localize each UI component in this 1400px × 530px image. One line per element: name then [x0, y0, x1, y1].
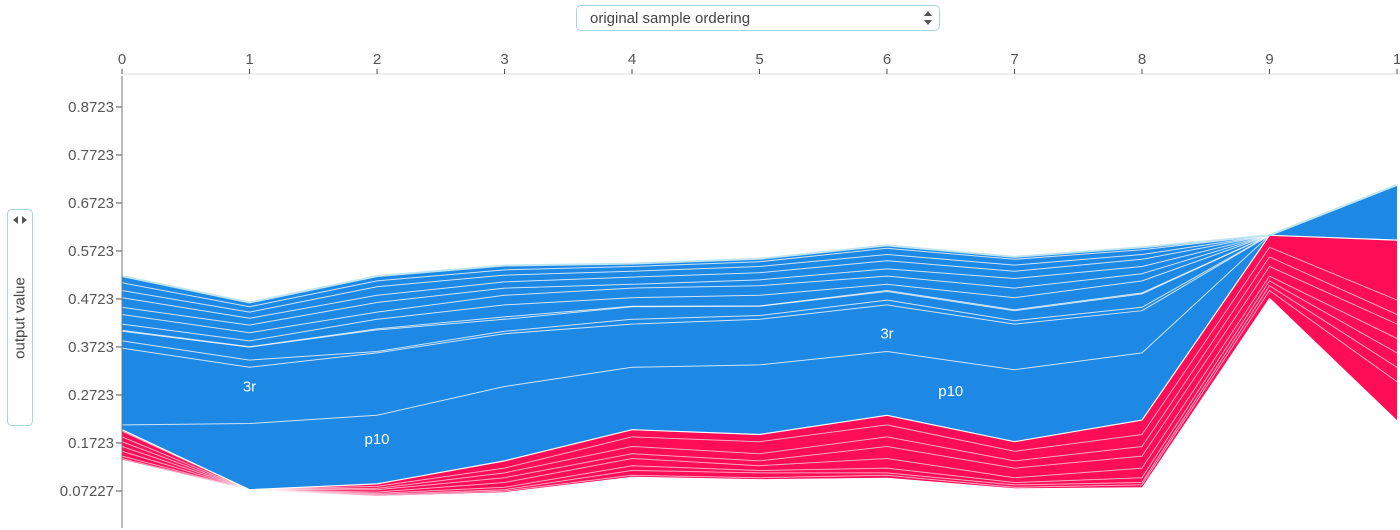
- negative-separator: [121, 246, 1398, 491]
- plot-labels: 3r p10 3r p10: [243, 326, 963, 449]
- ordering-select[interactable]: original sample ordering: [576, 5, 940, 31]
- x-tick-label: 4: [628, 51, 636, 68]
- negative-band: [122, 235, 1397, 490]
- positive-band: [122, 184, 1397, 425]
- negative-separator: [121, 265, 1398, 491]
- y-tick-label: 0.07227: [60, 483, 114, 500]
- positive-separator: [121, 184, 1398, 426]
- leftright-arrows-icon: [13, 216, 27, 224]
- negative-separator: [121, 285, 1398, 496]
- y-tick-label: 0.8723: [68, 99, 114, 116]
- y-tick-label: 0.5723: [68, 243, 114, 260]
- positive-band: [122, 184, 1397, 490]
- plot-axes: 0 1 2 3 4 5 6 7 8 9 1 0.8723 0.7723 0.6723 0.5723 0.472…: [60, 51, 1400, 528]
- negative-separator: [121, 275, 1398, 493]
- plot-areas: [121, 183, 1398, 497]
- positive-separator: [121, 184, 1398, 326]
- positive-separator: [121, 184, 1398, 361]
- positive-separator: [121, 184, 1398, 342]
- output-value-line: [121, 183, 1398, 304]
- feature-label: p10: [364, 431, 389, 448]
- y-axis-select[interactable]: output value: [7, 209, 33, 426]
- y-tick-label: 0.6723: [68, 195, 114, 212]
- updown-arrows-icon: [924, 11, 932, 25]
- y-tick-label: 0.4723: [68, 291, 114, 308]
- x-tick-label: 3: [500, 51, 508, 68]
- x-tick-label: 0: [118, 51, 126, 68]
- feature-label: p10: [938, 383, 963, 400]
- positive-separator: [121, 184, 1398, 308]
- x-tick-label: 5: [755, 51, 763, 68]
- x-tick-label: 1: [245, 51, 253, 68]
- positive-separator: [121, 184, 1398, 319]
- y-tick-label: 0.7723: [68, 147, 114, 164]
- negative-separator: [121, 256, 1398, 491]
- positive-band: [122, 184, 1397, 326]
- feature-label: 3r: [880, 326, 893, 343]
- y-tick-label: 0.3723: [68, 339, 114, 356]
- positive-separator: [121, 184, 1398, 368]
- y-tick-label: 0.2723: [68, 387, 114, 404]
- base-value-line: [121, 234, 1398, 491]
- x-tick-label: 1: [1393, 51, 1400, 68]
- x-tick-label: 9: [1265, 51, 1273, 68]
- feature-label: 3r: [243, 378, 256, 395]
- positive-separator: [121, 184, 1398, 348]
- ordering-select-value: original sample ordering: [590, 9, 751, 27]
- x-tick-label: 2: [373, 51, 381, 68]
- positive-band: [122, 184, 1397, 313]
- x-tick-label: 6: [883, 51, 891, 68]
- x-tick-label: 7: [1010, 51, 1018, 68]
- positive-separator: [121, 184, 1398, 313]
- negative-separator: [121, 280, 1398, 495]
- positive-separator: [121, 184, 1398, 334]
- negative-separator: [121, 289, 1398, 497]
- y-tick-label: 0.1723: [68, 435, 114, 452]
- x-tick-label: 8: [1138, 51, 1146, 68]
- positive-band: [122, 184, 1397, 319]
